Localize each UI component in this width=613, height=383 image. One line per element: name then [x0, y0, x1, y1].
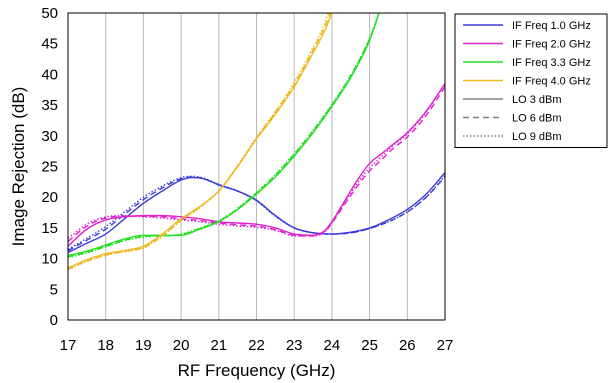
- legend-label: IF Freq 3.3 GHz: [512, 57, 591, 69]
- y-tick-label: 20: [41, 189, 58, 206]
- y-tick-label: 15: [41, 220, 58, 237]
- y-tick-label: 35: [41, 97, 58, 114]
- y-tick-label: 5: [50, 281, 58, 298]
- y-tick-label: 30: [41, 128, 58, 145]
- x-axis-ticks: 17 18 19 20 21 22 23 24 25 26 27: [60, 337, 454, 354]
- x-tick-label: 19: [135, 337, 152, 354]
- series-line-if-freq-4-0-ghz-lo-6-dbm: [68, 12, 331, 270]
- y-axis-ticks: 0 5 10 15 20 25 30 35 40 45 50: [41, 5, 58, 329]
- series-line-if-freq-2-0-ghz-lo-9-dbm: [68, 83, 445, 239]
- x-tick-label: 18: [97, 337, 114, 354]
- legend-label: LO 6 dBm: [512, 113, 562, 125]
- series-line-if-freq-2-0-ghz-lo-6-dbm: [68, 86, 445, 242]
- x-axis-title: RF Frequency (GHz): [178, 361, 336, 380]
- legend-label: IF Freq 4.0 GHz: [512, 76, 591, 88]
- x-tick-label: 24: [324, 337, 341, 354]
- chart-series: [68, 12, 445, 271]
- y-tick-label: 10: [41, 251, 58, 268]
- y-tick-label: 0: [50, 312, 58, 329]
- legend-label: LO 3 dBm: [512, 94, 562, 106]
- chart-legend: IF Freq 1.0 GHz IF Freq 2.0 GHz IF Freq 3.…: [454, 13, 608, 148]
- chart-grid: [105, 13, 408, 320]
- x-tick-label: 26: [399, 337, 416, 354]
- x-tick-label: 25: [361, 337, 378, 354]
- legend-label: IF Freq 2.0 GHz: [512, 39, 591, 51]
- y-axis-title: Image Rejection (dB): [9, 87, 28, 247]
- x-tick-label: 21: [210, 337, 227, 354]
- series-line-if-freq-3-3-ghz-lo-9-dbm: [68, 12, 380, 259]
- x-tick-label: 17: [60, 337, 77, 354]
- x-tick-label: 23: [286, 337, 303, 354]
- series-line-if-freq-3-3-ghz-lo-6-dbm: [68, 12, 380, 258]
- plot-frame: [67, 12, 446, 321]
- y-tick-label: 50: [41, 5, 58, 22]
- x-tick-label: 27: [437, 337, 454, 354]
- x-tick-label: 22: [248, 337, 265, 354]
- y-tick-label: 25: [41, 159, 58, 176]
- legend-label: LO 9 dBm: [512, 131, 562, 143]
- series-line-if-freq-3-3-ghz-lo-3-dbm: [68, 12, 380, 257]
- x-tick-label: 20: [173, 337, 190, 354]
- series-line-if-freq-4-0-ghz-lo-9-dbm: [68, 12, 329, 271]
- y-tick-label: 45: [41, 36, 58, 53]
- legend-label: IF Freq 1.0 GHz: [512, 20, 591, 32]
- y-tick-label: 40: [41, 66, 58, 83]
- series-line-if-freq-1-0-ghz-lo-9-dbm: [68, 175, 445, 250]
